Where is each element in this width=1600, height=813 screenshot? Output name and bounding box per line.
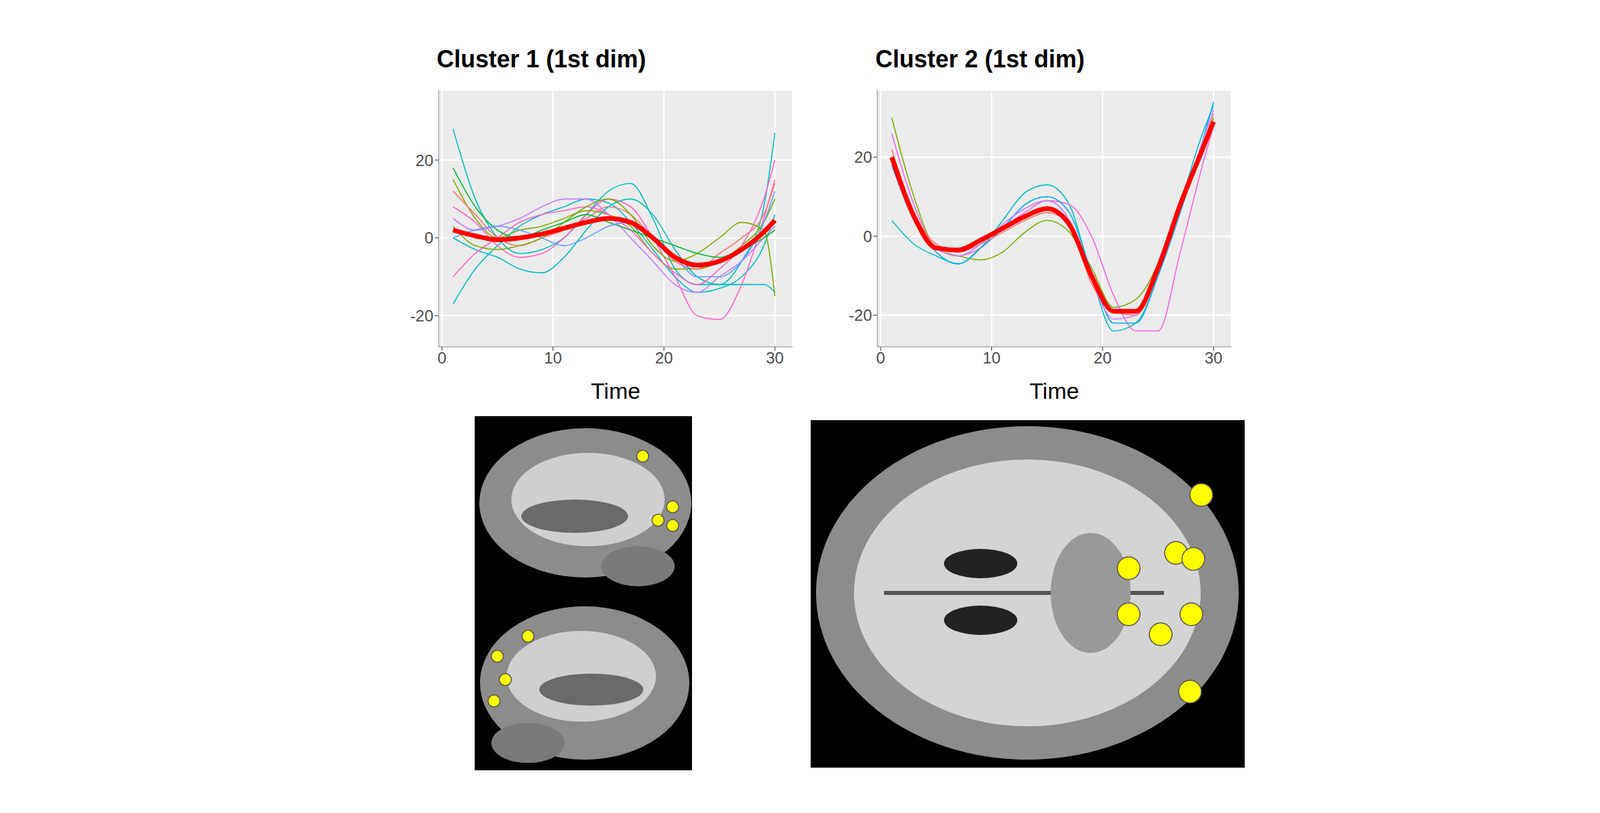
svg-text:0: 0 — [424, 228, 434, 247]
svg-text:0: 0 — [437, 348, 446, 367]
svg-text:10: 10 — [544, 348, 562, 367]
svg-text:-20: -20 — [848, 306, 872, 324]
html-text:Cluster 2 (1st dim): Cluster 2 (1st dim) — [875, 45, 1085, 73]
svg-text:20: 20 — [854, 148, 872, 166]
svg-text:-20: -20 — [410, 306, 434, 325]
svg-text:Time: Time — [1029, 378, 1079, 404]
html-text:Cluster 1 (1st dim): Cluster 1 (1st dim) — [436, 45, 647, 73]
svg-text:30: 30 — [766, 348, 784, 367]
svg-text:20: 20 — [655, 348, 674, 367]
svg-text:Time: Time — [590, 378, 640, 404]
svg-text:10: 10 — [982, 348, 1001, 367]
svg-text:0: 0 — [876, 348, 885, 367]
svg-text:20: 20 — [1094, 348, 1112, 367]
svg-text:30: 30 — [1204, 348, 1223, 367]
svg-text:0: 0 — [863, 227, 872, 246]
svg-text:20: 20 — [415, 151, 434, 170]
